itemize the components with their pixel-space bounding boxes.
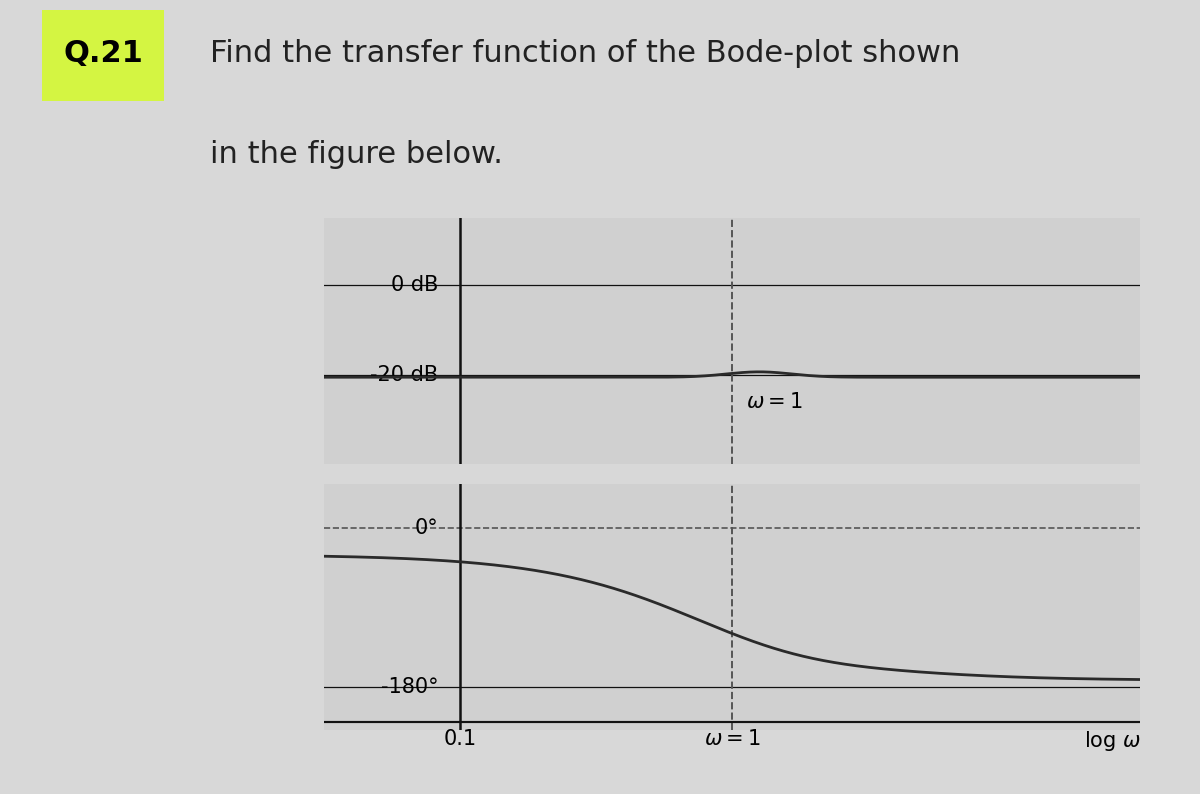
Text: in the figure below.: in the figure below. <box>210 141 503 169</box>
Text: log $\omega$: log $\omega$ <box>1085 729 1141 753</box>
FancyBboxPatch shape <box>42 10 164 102</box>
Text: -20 dB: -20 dB <box>370 365 438 385</box>
Text: $\omega = 1$: $\omega = 1$ <box>745 391 802 412</box>
Text: 0°: 0° <box>414 518 438 538</box>
Text: $\omega = 1$: $\omega = 1$ <box>703 729 761 749</box>
Text: 0.1: 0.1 <box>444 729 476 749</box>
Text: -180°: -180° <box>380 676 438 696</box>
Text: Q.21: Q.21 <box>64 39 143 68</box>
Text: Find the transfer function of the Bode-plot shown: Find the transfer function of the Bode-p… <box>210 39 960 68</box>
Text: 0 dB: 0 dB <box>391 276 438 295</box>
